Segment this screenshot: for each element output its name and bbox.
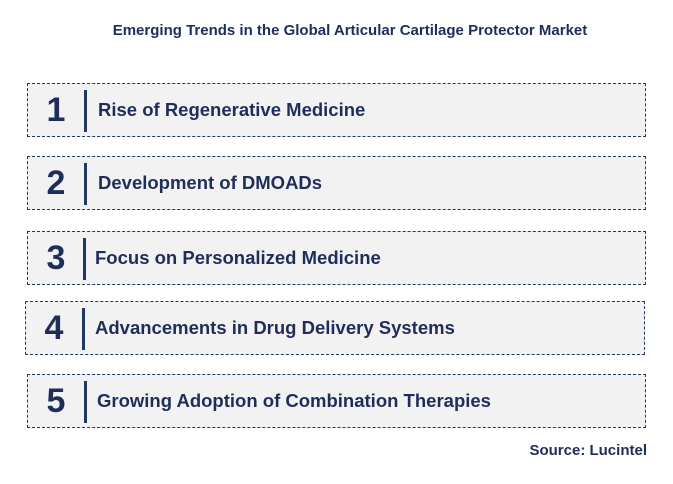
trend-label: Development of DMOADs — [98, 172, 323, 193]
source-credit: Source: Lucintel — [529, 442, 647, 459]
trend-item-3: 3 Focus on Personalized Medicine — [27, 231, 646, 285]
page-title: Emerging Trends in the Global Articular … — [112, 22, 588, 39]
trend-label: Rise of Regenerative Medicine — [98, 99, 366, 120]
trend-number: 5 — [46, 381, 66, 420]
trend-item-2: 2 Development of DMOADs — [27, 156, 646, 210]
trend-number: 4 — [44, 308, 64, 347]
trend-label: Focus on Personalized Medicine — [95, 247, 381, 268]
trend-item-4: 4 Advancements in Drug Delivery Systems — [25, 301, 645, 355]
trend-divider — [82, 308, 85, 350]
trend-number: 2 — [46, 163, 66, 202]
trend-divider — [84, 90, 87, 132]
trend-divider — [83, 238, 86, 280]
trend-item-1: 1 Rise of Regenerative Medicine — [27, 83, 646, 137]
trend-divider — [84, 163, 87, 205]
trend-label: Advancements in Drug Delivery Systems — [95, 317, 455, 338]
trend-item-5: 5 Growing Adoption of Combination Therap… — [27, 374, 646, 428]
trend-label: Growing Adoption of Combination Therapie… — [97, 390, 491, 411]
trend-number: 1 — [46, 90, 66, 129]
trend-number: 3 — [46, 238, 66, 277]
trend-divider — [84, 381, 87, 423]
